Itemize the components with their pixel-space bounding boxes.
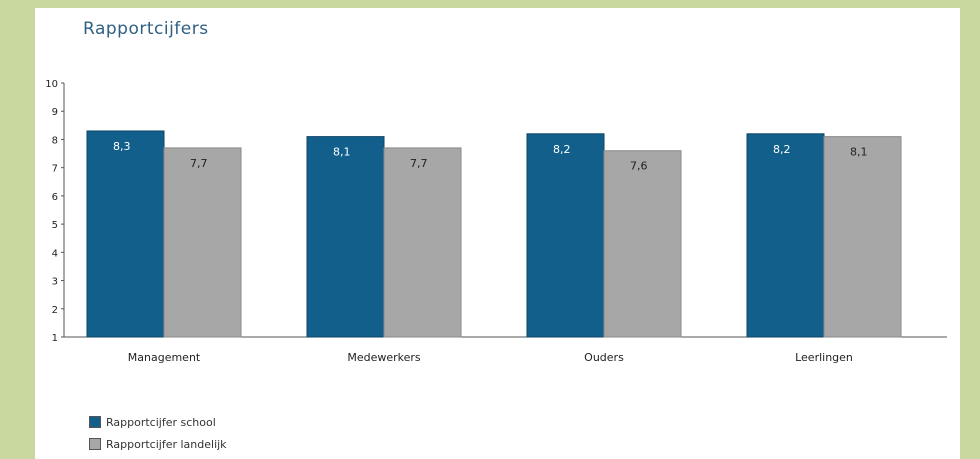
legend-label-school: Rapportcijfer school: [106, 415, 216, 429]
legend: Rapportcijfer school Rapportcijfer lande…: [89, 412, 227, 456]
y-tick-label: 3: [52, 277, 58, 288]
category-label: Medewerkers: [347, 351, 421, 364]
data-label: 7,7: [190, 157, 208, 170]
legend-item-landelijk: Rapportcijfer landelijk: [89, 434, 227, 454]
y-tick-label: 6: [52, 192, 58, 203]
y-tick-label: 1: [52, 333, 58, 344]
y-tick-label: 7: [52, 164, 58, 175]
data-label: 8,1: [333, 146, 351, 159]
y-tick-label: 10: [45, 79, 58, 90]
data-label: 8,1: [850, 146, 868, 159]
data-label: 7,6: [630, 160, 648, 173]
bar-school: [526, 133, 605, 338]
chart-title: Rapportcijfers: [83, 19, 209, 39]
legend-item-school: Rapportcijfer school: [89, 412, 227, 432]
y-tick-label: 4: [52, 248, 58, 259]
bar-school: [86, 130, 165, 338]
bar-landelijk: [383, 147, 462, 338]
legend-swatch-landelijk: [89, 438, 101, 450]
data-label: 8,2: [553, 143, 571, 156]
data-label: 8,2: [773, 143, 791, 156]
category-label: Ouders: [584, 351, 624, 364]
y-tick-label: 2: [52, 305, 58, 316]
y-tick-label: 5: [52, 220, 58, 231]
legend-label-landelijk: Rapportcijfer landelijk: [106, 437, 227, 451]
chart-panel: Rapportcijfers 1 2 3 4 5 6 7 8 9 10 8,3 7,7 Manageme…: [35, 8, 960, 459]
y-tick-label: 8: [52, 135, 58, 146]
bar-school: [306, 136, 385, 338]
bar-school: [746, 133, 825, 338]
category-label: Leerlingen: [795, 351, 853, 364]
bar-landelijk: [163, 147, 242, 338]
category-label: Management: [128, 351, 201, 364]
bar-chart: 1 2 3 4 5 6 7 8 9 10 8,3 7,7 Management 8,1 7,7 Medewer…: [45, 79, 947, 364]
y-tick-label: 9: [52, 107, 58, 118]
bar-landelijk: [603, 150, 682, 338]
data-label: 7,7: [410, 157, 428, 170]
data-label: 8,3: [113, 140, 131, 153]
legend-swatch-school: [89, 416, 101, 428]
bar-landelijk: [823, 136, 902, 338]
